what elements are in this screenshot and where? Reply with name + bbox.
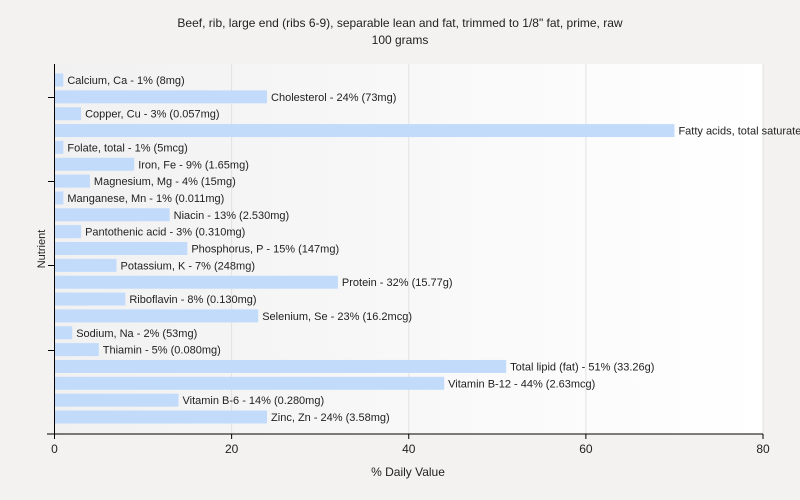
bar-label: Vitamin B-12 - 44% (2.63mcg) — [448, 378, 595, 390]
bar — [54, 410, 268, 424]
bar-label: Vitamin B-6 - 14% (0.280mg) — [182, 395, 324, 407]
bar-label: Iron, Fe - 9% (1.65mg) — [138, 159, 249, 171]
x-tick-label: 40 — [402, 442, 416, 456]
bar — [54, 292, 126, 306]
bar — [54, 326, 73, 340]
x-tick-label: 0 — [51, 442, 58, 456]
bar-label: Copper, Cu - 3% (0.057mg) — [85, 109, 220, 121]
bar-label: Cholesterol - 24% (73mg) — [271, 92, 396, 104]
bar — [54, 258, 117, 272]
bar — [54, 124, 675, 138]
bar-label: Thiamin - 5% (0.080mg) — [103, 345, 221, 357]
bar — [54, 140, 64, 154]
bar-label: Zinc, Zn - 24% (3.58mg) — [271, 412, 390, 424]
bar — [54, 157, 135, 171]
bar — [54, 90, 268, 104]
bar — [54, 309, 259, 323]
bar-label: Protein - 32% (15.77g) — [342, 277, 453, 289]
x-tick-label: 80 — [756, 442, 770, 456]
x-axis-label: % Daily Value — [371, 465, 445, 479]
bar — [54, 107, 82, 121]
bar-label: Fatty acids, total saturated - 70% (13.9… — [678, 126, 800, 138]
bar-label: Magnesium, Mg - 4% (15mg) — [94, 176, 236, 188]
bar — [54, 343, 99, 357]
x-tick-label: 20 — [225, 442, 239, 456]
bar — [54, 191, 64, 205]
bar-label: Manganese, Mn - 1% (0.011mg) — [67, 193, 224, 205]
bar-label: Calcium, Ca - 1% (8mg) — [67, 75, 184, 87]
chart-title: Beef, rib, large end (ribs 6-9), separab… — [177, 16, 623, 30]
chart-subtitle: 100 grams — [371, 33, 429, 47]
bar — [54, 174, 90, 188]
x-tick-label: 60 — [579, 442, 593, 456]
bar-label: Potassium, K - 7% (248mg) — [120, 260, 255, 272]
bar — [54, 376, 445, 390]
bar — [54, 275, 338, 289]
bar — [54, 359, 507, 373]
bar-label: Phosphorus, P - 15% (147mg) — [191, 244, 339, 256]
y-axis-label: Nutrient — [36, 230, 48, 269]
bar — [54, 208, 170, 222]
bar-label: Folate, total - 1% (5mcg) — [67, 142, 187, 154]
bar-label: Niacin - 13% (2.530mg) — [174, 210, 290, 222]
bar — [54, 225, 82, 239]
bar-label: Selenium, Se - 23% (16.2mcg) — [262, 311, 412, 323]
bar-label: Riboflavin - 8% (0.130mg) — [129, 294, 256, 306]
bar-label: Sodium, Na - 2% (53mg) — [76, 328, 197, 340]
bar-label: Pantothenic acid - 3% (0.310mg) — [85, 227, 245, 239]
bar — [54, 242, 188, 255]
bar — [54, 73, 64, 87]
bar-label: Total lipid (fat) - 51% (33.26g) — [510, 361, 654, 373]
bar — [54, 393, 179, 407]
